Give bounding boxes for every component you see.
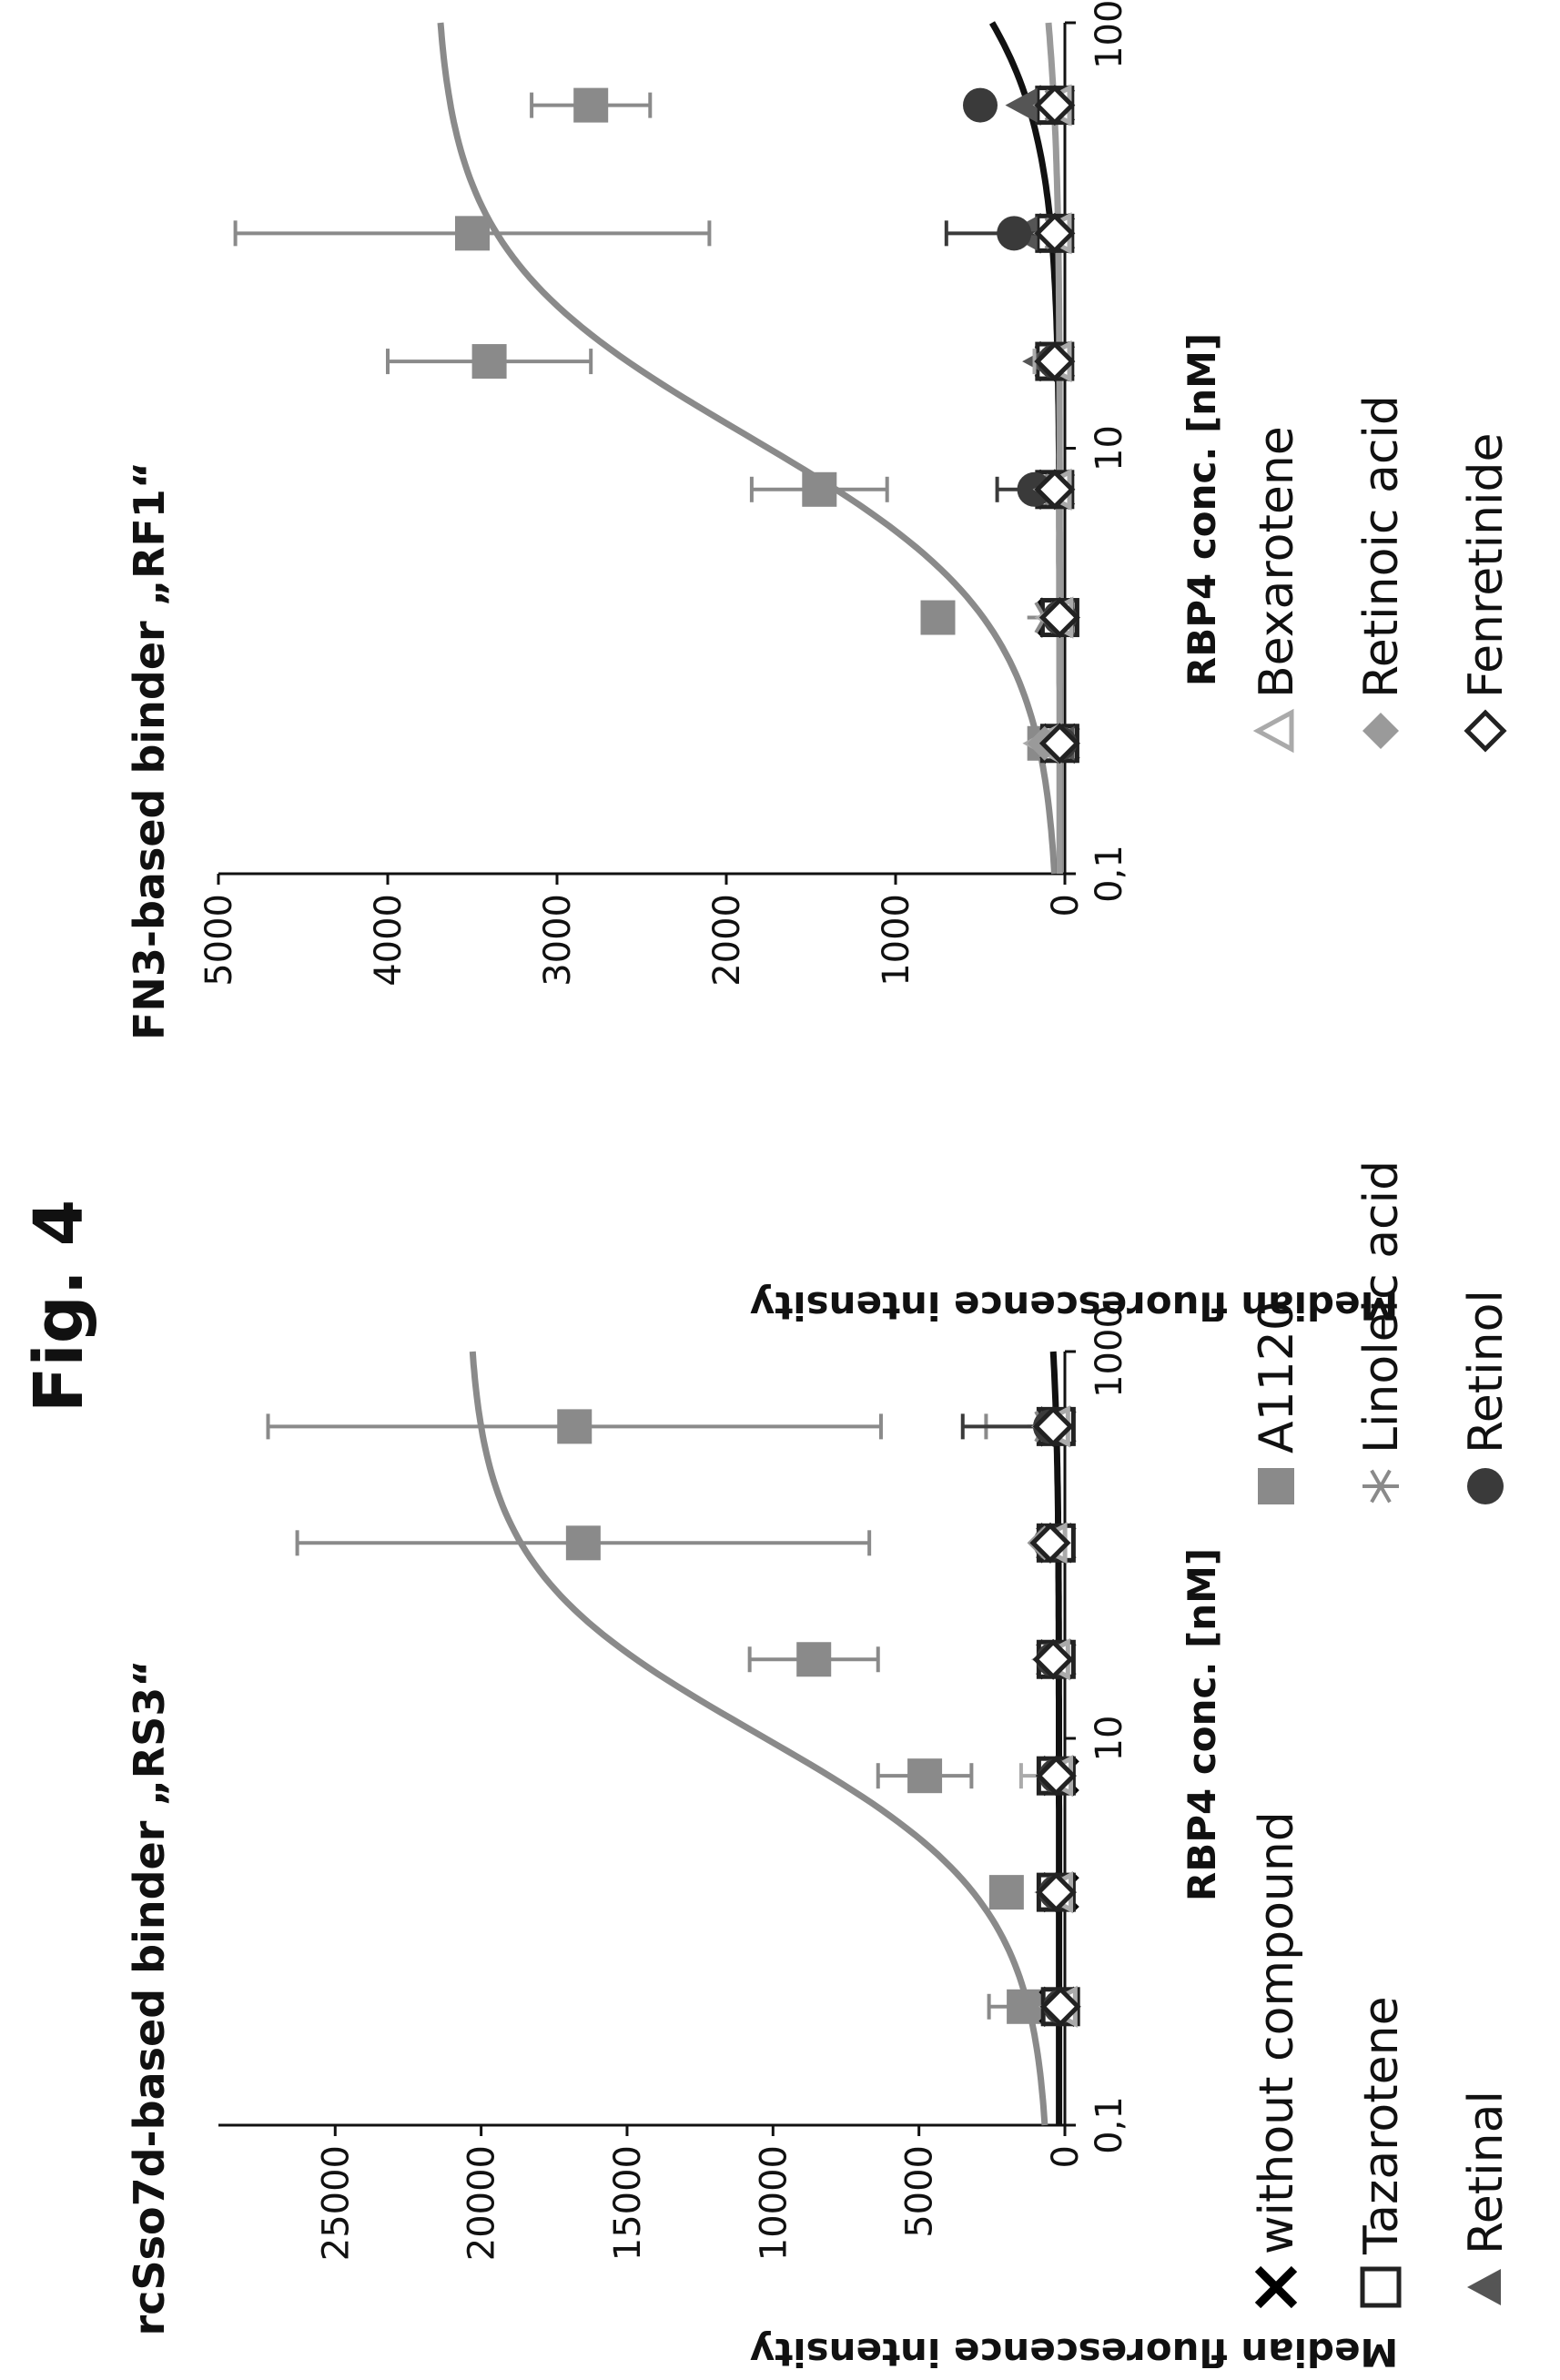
x-tick-label: 10 [1089, 425, 1130, 471]
series-linoleic-acid [1027, 89, 1078, 760]
legend-item: A1120 [1250, 1301, 1304, 1504]
data-point [963, 87, 998, 123]
data-point [1039, 1986, 1081, 2028]
y-axis-label: Median fluorescence intensity [750, 1283, 1399, 1328]
legend-item: Retinal [1459, 2091, 1514, 2305]
data-point [1034, 469, 1076, 511]
x-tick-label: 1000 [1089, 0, 1130, 69]
y-tick-label: 4000 [368, 894, 410, 987]
legend-item: Fenretinide [1459, 433, 1514, 753]
data-point [1035, 1755, 1077, 1797]
legend-label: Retinol [1459, 1290, 1514, 1453]
legend-label: Retinal [1459, 2091, 1514, 2254]
data-point [920, 600, 956, 635]
fit-curve [469, 1351, 1048, 2126]
legend-marker [1362, 1469, 1399, 1504]
legend-marker [1467, 1468, 1504, 1504]
y-tick-label: 3000 [537, 894, 579, 987]
legend-marker [1362, 713, 1399, 749]
data-point [988, 1875, 1024, 1910]
legend-item: without compound [1250, 1811, 1304, 2309]
y-tick-label: 20000 [461, 2145, 503, 2261]
x-tick-label: 1000 [1089, 1305, 1130, 1398]
legend-marker [1252, 708, 1294, 754]
legend-marker [1254, 2265, 1298, 2309]
figure-title: Fig. 4 [20, 1200, 98, 1413]
legend-marker [1258, 1468, 1294, 1504]
y-tick-label: 15000 [607, 2145, 649, 2261]
series-retinoic-acid [1027, 1409, 1079, 2024]
legend-label: Fenretinide [1459, 433, 1514, 698]
y-tick-label: 0 [1045, 894, 1087, 917]
data-point [907, 1758, 943, 1794]
data-point [802, 471, 837, 507]
legend: without compound Tazarotene Retinal A1120 Li… [1250, 395, 1514, 2309]
data-point [1032, 1638, 1074, 1680]
series-a1120 [266, 1409, 1061, 2024]
data-point [1034, 85, 1076, 127]
fit-curve [437, 22, 1058, 875]
data-point [471, 344, 507, 380]
legend-marker [1360, 2266, 1402, 2308]
legend-item: Bexarotene [1250, 426, 1304, 754]
series-retinal [1032, 1409, 1076, 2024]
legend-label: without compound [1250, 1811, 1304, 2254]
y-tick-label: 25000 [315, 2145, 357, 2261]
legend-item: Retinoic acid [1354, 395, 1409, 749]
panel-title: FN3-based binder „RF1“ [125, 461, 174, 1040]
x-tick-label: 0,1 [1089, 845, 1130, 903]
panel-title: rcSso7d-based binder „RS3“ [125, 1660, 174, 2336]
data-point [1032, 1405, 1074, 1447]
legend-marker [1467, 2269, 1501, 2305]
legend-item: Retinol [1459, 1290, 1514, 1504]
data-point [1038, 723, 1080, 765]
data-point [1035, 1871, 1077, 1913]
data-point [1038, 597, 1080, 639]
panel-rs3: rcSso7d-based binder „RS3“ 0 5000 10000 150… [125, 1305, 1398, 2375]
data-point [997, 216, 1032, 251]
data-point [1007, 1989, 1042, 2024]
plot-area: 0 5000 10000 15000 20000 25000 0,1 10 1000 [218, 1305, 1130, 2261]
legend-marker [1464, 709, 1507, 753]
series-bexarotene [1018, 1405, 1078, 2028]
series-fenretinide [1034, 85, 1080, 765]
legend-label: Retinoic acid [1354, 395, 1409, 698]
series-fenretinide [1029, 1405, 1081, 2028]
x-tick-label: 10 [1089, 1716, 1130, 1762]
legend-label: Tazarotene [1354, 1996, 1409, 2255]
y-tick-label: 0 [1045, 2145, 1087, 2168]
series-retinoic-acid [1027, 87, 1074, 761]
legend-label: Linoleic acid [1354, 1160, 1409, 1453]
data-point [573, 87, 609, 123]
legend-item: Tazarotene [1354, 1996, 1409, 2308]
y-tick-label: 5000 [198, 894, 240, 987]
y-tick-label: 2000 [706, 894, 748, 987]
panel-rf1: FN3-based binder „RF1“ 0 1000 2000 3000 4000… [125, 0, 1398, 1328]
legend-label: Bexarotene [1250, 426, 1304, 698]
data-point [455, 216, 490, 251]
plot-area: 0 1000 2000 3000 4000 5000 0,1 10 1000 [198, 0, 1130, 987]
y-axis-label: Median fluorescence intensity [750, 2330, 1399, 2375]
y-tick-label: 1000 [876, 894, 917, 987]
data-point [1034, 340, 1076, 382]
y-tick-label: 10000 [753, 2145, 795, 2261]
data-point [557, 1409, 593, 1444]
legend-label: A1120 [1250, 1301, 1304, 1453]
data-point [1034, 212, 1076, 254]
legend-item: Linoleic acid [1354, 1160, 1409, 1504]
x-axis-label: RBP4 conc. [nM] [1180, 333, 1224, 686]
data-point [565, 1525, 601, 1561]
data-point [1005, 87, 1038, 123]
series-a1120 [233, 87, 1062, 761]
x-axis-label: RBP4 conc. [nM] [1180, 1548, 1224, 1901]
data-point [796, 1642, 832, 1677]
x-tick-label: 0,1 [1089, 2096, 1130, 2154]
data-point [1029, 1522, 1071, 1564]
y-tick-label: 5000 [899, 2145, 941, 2238]
